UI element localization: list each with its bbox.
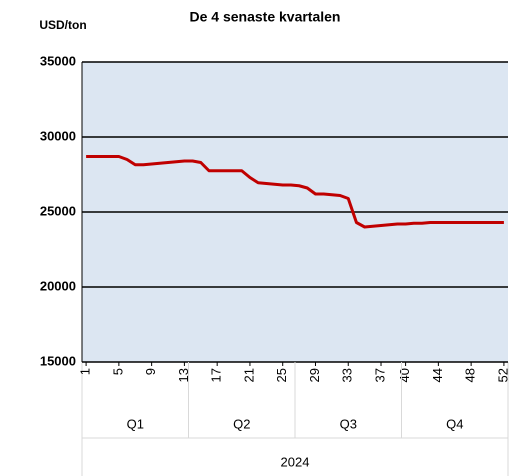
x-tick-label: 25 — [274, 368, 289, 382]
chart-title: De 4 senaste kvartalen — [190, 9, 341, 25]
quarter-label: Q3 — [340, 416, 357, 431]
y-tick-label: 15000 — [40, 353, 76, 368]
year-label: 2024 — [281, 454, 310, 469]
x-tick-label: 40 — [397, 368, 412, 382]
x-tick-label: 9 — [143, 368, 158, 375]
x-tick-label: 21 — [241, 368, 256, 382]
x-tick-label: 33 — [340, 368, 355, 382]
x-tick-label: 17 — [209, 368, 224, 382]
x-tick-label: 29 — [307, 368, 322, 382]
quarter-label: Q1 — [127, 416, 144, 431]
y-axis-label: USD/ton — [39, 18, 86, 32]
x-tick-label: 44 — [430, 368, 445, 382]
x-tick-label: 1 — [78, 368, 93, 375]
y-tick-label: 25000 — [40, 203, 76, 218]
x-tick-label: 37 — [372, 368, 387, 382]
x-tick-label: 13 — [176, 368, 191, 382]
quarter-label: Q2 — [233, 416, 250, 431]
y-tick-label: 35000 — [40, 53, 76, 68]
line-series — [86, 155, 504, 229]
x-tick-label: 48 — [463, 368, 478, 382]
y-tick-label: 20000 — [40, 278, 76, 293]
x-tick-label: 52 — [495, 368, 509, 382]
quarter-label: Q4 — [446, 416, 463, 431]
y-tick-label: 30000 — [40, 128, 76, 143]
x-tick-label: 5 — [110, 368, 125, 375]
